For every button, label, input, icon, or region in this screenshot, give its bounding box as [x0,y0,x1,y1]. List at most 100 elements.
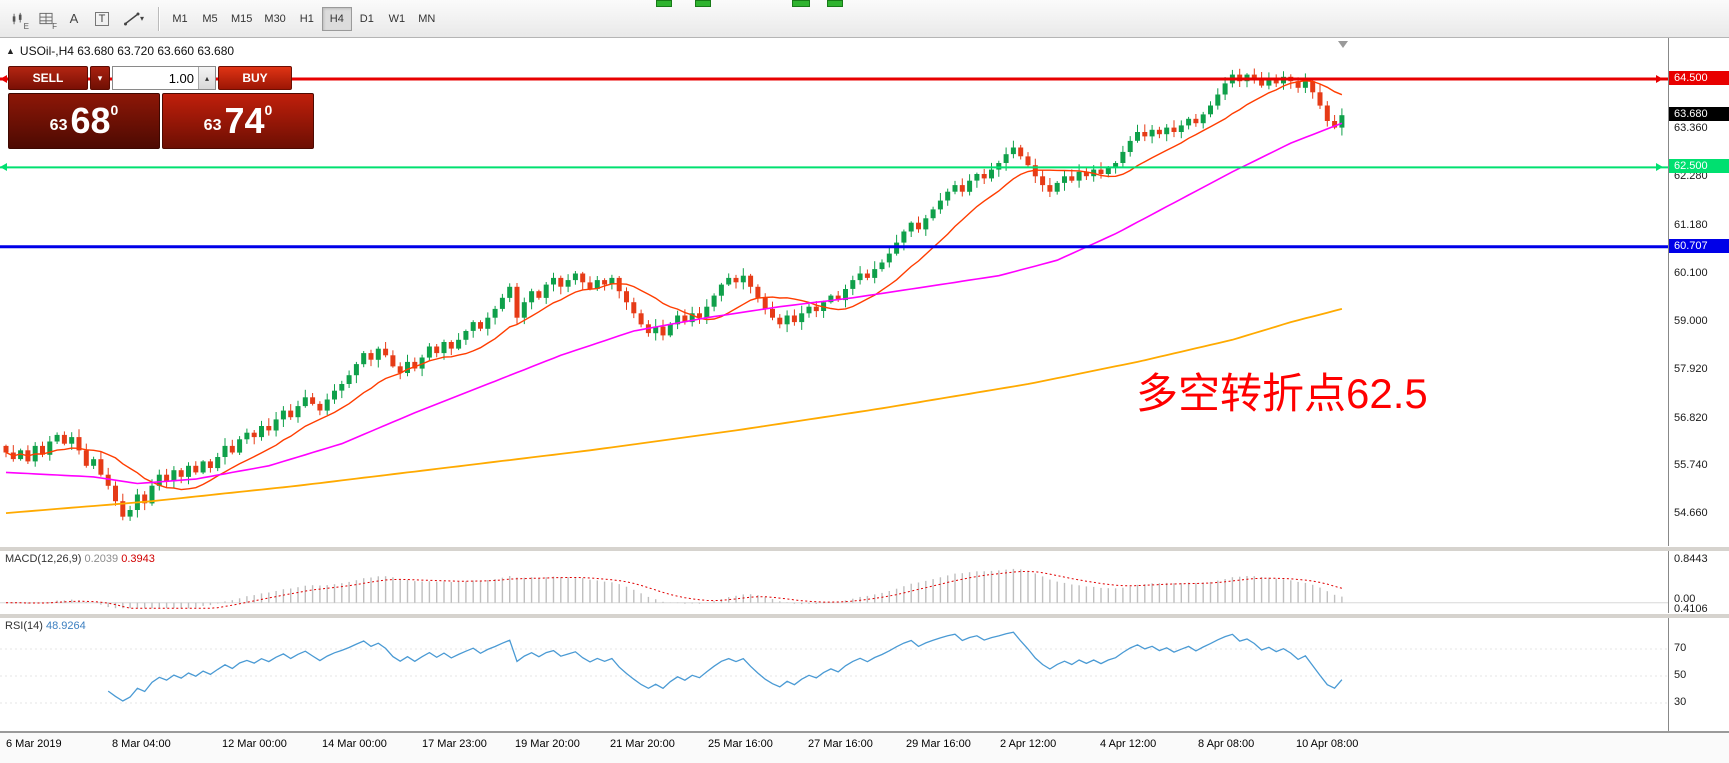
timeframe-button-h1[interactable]: H1 [292,7,322,31]
time-axis-label: 17 Mar 23:00 [422,738,487,750]
chart-shift-marker-icon[interactable] [1338,41,1348,48]
text-label-tool-button[interactable]: T [88,6,116,32]
tool-sub-label: F [52,21,57,31]
one-click-trading-panel: SELL ▾ ▴ BUY 63 68 0 63 74 0 [8,66,314,149]
toolbar: E F A T ▾ M1 M5 M15 M30 H1 H4 D1 W1 MN [0,0,1729,38]
macd-axis-label: 0.8443 [1674,553,1708,565]
rsi-axis[interactable]: 70 50 30 [1668,618,1729,731]
time-axis-label: 2 Apr 12:00 [1000,738,1057,750]
price-axis-label: 59.000 [1674,315,1708,328]
timeframe-button-h4[interactable]: H4 [321,6,352,31]
macd-axis[interactable]: 0.8443 0.00 0.4106 [1668,551,1729,615]
sell-button[interactable]: SELL [8,66,88,90]
candlestick-chart[interactable] [0,38,1668,546]
chevron-down-icon: ▾ [139,14,144,23]
price-axis-label: 63.360 [1674,122,1708,135]
trade-controls-row: SELL ▾ ▴ BUY [8,66,314,90]
timeframe-button-mn[interactable]: MN [412,7,442,31]
chart-window-tool-button[interactable]: E [4,6,32,32]
rsi-panel: 70 50 30 RSI(14) 48.9264 [0,618,1729,731]
ask-price-pips: 74 [224,100,265,141]
price-axis-label: 55.740 [1674,459,1708,472]
main-chart-panel: 63.360 62.280 61.180 60.100 59.000 57.920 56.8… [0,38,1729,546]
toolbar-separator [158,6,159,31]
volume-box: ▴ [112,66,216,90]
macd-chart[interactable] [0,551,1668,613]
chart-annotation: 多空转折点62.5 [1136,370,1428,417]
price-level-tag: 60.707 [1669,238,1729,253]
background-window-fragment [656,0,672,7]
rsi-indicator-label: RSI(14) 48.9264 [5,620,86,632]
macd-axis-label: 0.4106 [1674,603,1708,615]
macd-signal-value: 0.3943 [121,553,155,565]
time-axis-label: 8 Mar 04:00 [112,738,171,750]
time-axis-label: 14 Mar 00:00 [322,738,387,750]
macd-axis-label: 0.00 [1674,593,1696,605]
trendline-icon [123,12,140,25]
macd-panel: 0.8443 0.00 0.4106 MACD(12,26,9) 0.2039 0.… [0,551,1729,615]
rsi-axis-label: 50 [1674,669,1687,681]
line-endpoint-arrow-icon [1656,163,1663,172]
text-tool-button[interactable]: A [60,6,88,32]
bid-price-button[interactable]: 63 68 0 [8,93,160,149]
one-click-collapse-icon[interactable]: ▲ [6,46,15,56]
time-axis-label: 27 Mar 16:00 [808,738,873,750]
time-axis-label: 6 Mar 2019 [6,738,62,750]
price-axis[interactable]: 63.360 62.280 61.180 60.100 59.000 57.920 56.8… [1668,38,1729,546]
letter-a-icon: A [69,11,79,26]
price-level-tag: 64.500 [1669,71,1729,85]
chart-header: ▲ USOil-,H4 63.680 63.720 63.660 63.680 [6,44,234,58]
tool-sub-label: E [23,21,29,31]
time-axis-label: 21 Mar 20:00 [610,738,675,750]
timeframe-button-d1[interactable]: D1 [352,7,382,31]
price-quote-row: 63 68 0 63 74 0 [8,93,314,149]
bid-price-pips: 68 [70,100,111,141]
background-window-fragment [792,0,810,7]
line-endpoint-arrow-icon [1656,75,1663,83]
timeframe-button-m1[interactable]: M1 [165,7,195,31]
time-axis-label: 12 Mar 00:00 [222,738,287,750]
time-axis-label: 4 Apr 12:00 [1100,738,1157,750]
time-axis-label: 8 Apr 08:00 [1198,738,1255,750]
ask-price-point: 0 [264,102,273,118]
ask-price-whole: 63 [203,117,222,134]
timeframe-button-w1[interactable]: W1 [382,7,412,31]
macd-value: 0.2039 [84,553,119,565]
price-axis-label: 61.180 [1674,218,1708,231]
data-window-tool-button[interactable]: F [32,6,60,32]
rsi-axis-label: 70 [1674,642,1687,654]
time-axis[interactable]: 6 Mar 2019 8 Mar 04:00 12 Mar 00:00 14 Mar … [0,731,1729,763]
grid-icon [39,12,53,25]
volume-up-icon[interactable]: ▴ [198,67,215,89]
time-axis-label: 29 Mar 16:00 [906,738,971,750]
candlestick-icon [12,12,22,24]
buy-button[interactable]: BUY [218,66,292,90]
chart-title: USOil-,H4 63.680 63.720 63.660 63.680 [19,44,235,58]
line-endpoint-arrow-icon [0,75,7,83]
timeframe-group: M1 M5 M15 M30 H1 H4 D1 W1 MN [165,6,442,31]
time-axis-label: 19 Mar 20:00 [515,738,580,750]
price-axis-label: 56.820 [1674,411,1708,424]
price-level-tag: 62.500 [1669,159,1729,174]
timeframe-button-m5[interactable]: M5 [195,7,225,31]
bid-price-point: 0 [110,102,119,118]
trendline-tool-button[interactable]: ▾ [116,6,152,32]
rsi-axis-label: 30 [1674,696,1687,708]
order-dropdown-icon[interactable]: ▾ [90,66,110,90]
time-axis-label: 10 Apr 08:00 [1296,738,1359,750]
timeframe-button-m30[interactable]: M30 [258,7,291,31]
volume-input[interactable] [113,67,198,89]
current-price-tag: 63.680 [1669,107,1729,122]
price-axis-label: 57.920 [1674,362,1708,375]
price-axis-label: 54.660 [1674,506,1708,519]
timeframe-button-m15[interactable]: M15 [225,7,258,31]
price-axis-label: 60.100 [1674,266,1708,279]
boxed-t-icon: T [94,11,110,26]
ask-price-button[interactable]: 63 74 0 [162,93,314,149]
time-axis-label: 25 Mar 16:00 [708,738,773,750]
line-endpoint-arrow-icon [0,163,7,172]
background-window-fragment [695,0,711,7]
bid-price-whole: 63 [49,117,68,134]
rsi-chart[interactable] [0,618,1668,731]
